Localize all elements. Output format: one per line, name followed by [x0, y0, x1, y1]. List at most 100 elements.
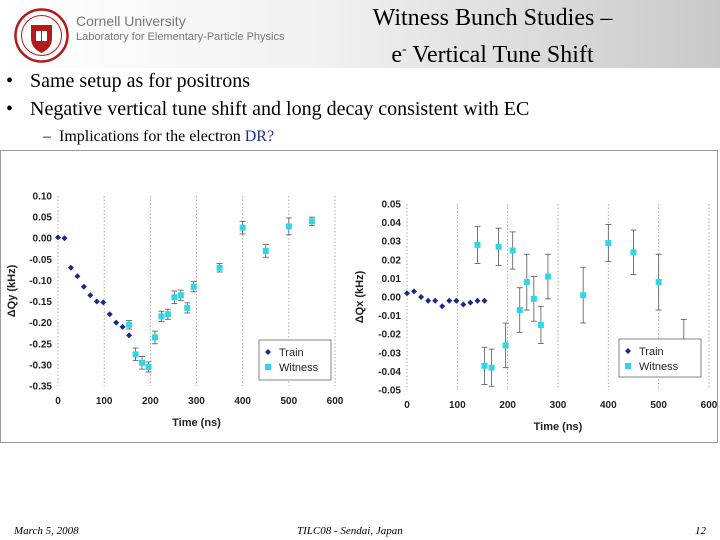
witness-point	[184, 304, 191, 311]
witness-point	[151, 334, 158, 341]
legend-box	[618, 338, 702, 378]
witness-point	[177, 292, 184, 299]
y-tick-label: -0.25	[29, 339, 52, 350]
y-tick-label: -0.05	[29, 255, 52, 266]
y-axis-label: ΔQx (kHz)	[354, 270, 366, 323]
train-point	[106, 311, 113, 318]
witness-point	[495, 243, 502, 250]
witness-point	[239, 224, 246, 231]
x-tick-label: 500	[650, 400, 667, 411]
witness-point	[481, 362, 488, 369]
witness-point	[308, 218, 315, 225]
x-tick-label: 400	[600, 400, 617, 411]
legend-box	[258, 339, 332, 381]
org-subtitle: Laboratory for Elementary-Particle Physi…	[76, 31, 285, 43]
y-tick-label: 0.05	[382, 200, 402, 211]
y-tick-label: -0.20	[29, 318, 52, 329]
train-point	[404, 290, 410, 297]
train-point	[119, 323, 126, 330]
chart-horizontal-tune-shift: 0 100 200 300 400 500 600 0.05 0.04 0.03 0.02 0.01 0…	[354, 200, 718, 434]
legend-label: Witness	[639, 361, 679, 373]
witness-point	[580, 292, 587, 299]
x-tick-label: 300	[188, 396, 205, 407]
y-tick-label: 0.00	[382, 293, 402, 304]
cornell-seal-icon	[14, 8, 69, 63]
slide-header: Cornell University Laboratory for Elemen…	[0, 0, 720, 68]
witness-point	[190, 283, 197, 290]
x-tick-label: 500	[280, 396, 297, 407]
train-point	[453, 297, 460, 304]
witness-point	[544, 273, 551, 280]
title-electron-sup: -	[402, 42, 407, 57]
subbullet-accent: DR?	[244, 128, 275, 145]
title-rest: Vertical Tune Shift	[406, 42, 594, 68]
witness-point	[285, 223, 292, 230]
witness-point	[126, 321, 133, 328]
subbullet-dash: –	[43, 128, 51, 145]
x-axis-label: Time (ns)	[534, 421, 583, 433]
train-point	[100, 299, 107, 306]
train-point	[55, 234, 61, 241]
witness-point	[262, 247, 269, 254]
x-tick-label: 400	[234, 396, 251, 407]
train-point	[418, 294, 425, 300]
slide-title-line1: Witness Bunch Studies –	[372, 5, 613, 31]
witness-point	[216, 264, 223, 271]
witness-point	[158, 313, 165, 320]
legend-label: Train	[639, 346, 664, 358]
bullet-symbol: •	[6, 98, 14, 120]
witness-point	[537, 321, 544, 328]
chart-panel: 0 100 200 300 400 500 600 0.10 0.05 0.00 -0.05 -0.1…	[0, 150, 718, 443]
footer-page-number: 12	[695, 525, 706, 537]
y-tick-label: -0.10	[29, 276, 52, 287]
footer-venue: TILC08 - Sendai, Japan	[297, 525, 403, 537]
witness-point	[502, 342, 509, 349]
y-tick-label: -0.35	[29, 382, 52, 393]
bullet-text-2: Negative vertical tune shift and long de…	[30, 98, 530, 120]
train-point	[74, 273, 81, 280]
train-point	[87, 292, 94, 299]
train-point	[61, 235, 68, 242]
chart-vertical-tune-shift: 0 100 200 300 400 500 600 0.10 0.05 0.00 -0.05 -0.1…	[6, 192, 344, 430]
y-tick-label: -0.03	[378, 348, 401, 359]
train-point	[460, 301, 467, 308]
train-point	[474, 297, 481, 304]
x-axis-label: Time (ns)	[172, 417, 221, 429]
witness-point	[509, 247, 516, 254]
legend-label: Train	[279, 347, 304, 359]
y-tick-label: 0.05	[33, 213, 53, 224]
train-point	[411, 288, 418, 295]
bullet-2: • Negative vertical tune shift and long d…	[6, 98, 529, 121]
bullet-text-1: Same setup as for positrons	[30, 70, 250, 92]
train-point	[126, 332, 133, 339]
train-point	[67, 264, 74, 271]
x-tick-label: 600	[701, 400, 718, 411]
x-tick-label: 200	[499, 400, 516, 411]
slide-title-line2: e- Vertical Tune Shift	[330, 34, 655, 71]
y-tick-label: -0.02	[378, 330, 401, 341]
legend-witness-marker	[625, 363, 631, 369]
subbullet-text: Implications for the electron	[59, 128, 245, 145]
x-tick-label: 100	[449, 400, 466, 411]
x-tick-label: 200	[142, 396, 159, 407]
train-point	[425, 297, 432, 304]
y-tick-label: 0.02	[382, 255, 402, 266]
witness-point	[516, 307, 523, 314]
witness-point	[164, 311, 171, 318]
y-tick-label: 0.03	[382, 237, 402, 248]
witness-point	[605, 240, 612, 247]
witness-point	[139, 359, 146, 366]
y-tick-label: -0.04	[378, 367, 401, 378]
y-tick-label: -0.01	[378, 311, 401, 322]
legend-train-marker	[265, 349, 271, 355]
y-tick-label: -0.30	[29, 360, 52, 371]
train-point	[481, 297, 488, 304]
legend-witness-marker	[265, 364, 271, 370]
bullet-symbol: •	[6, 70, 14, 92]
witness-point	[488, 364, 495, 371]
y-tick-label: -0.05	[378, 386, 401, 397]
witness-point	[474, 241, 481, 248]
x-tick-label: 0	[404, 400, 410, 411]
train-point	[93, 298, 100, 305]
witness-point	[630, 249, 637, 256]
